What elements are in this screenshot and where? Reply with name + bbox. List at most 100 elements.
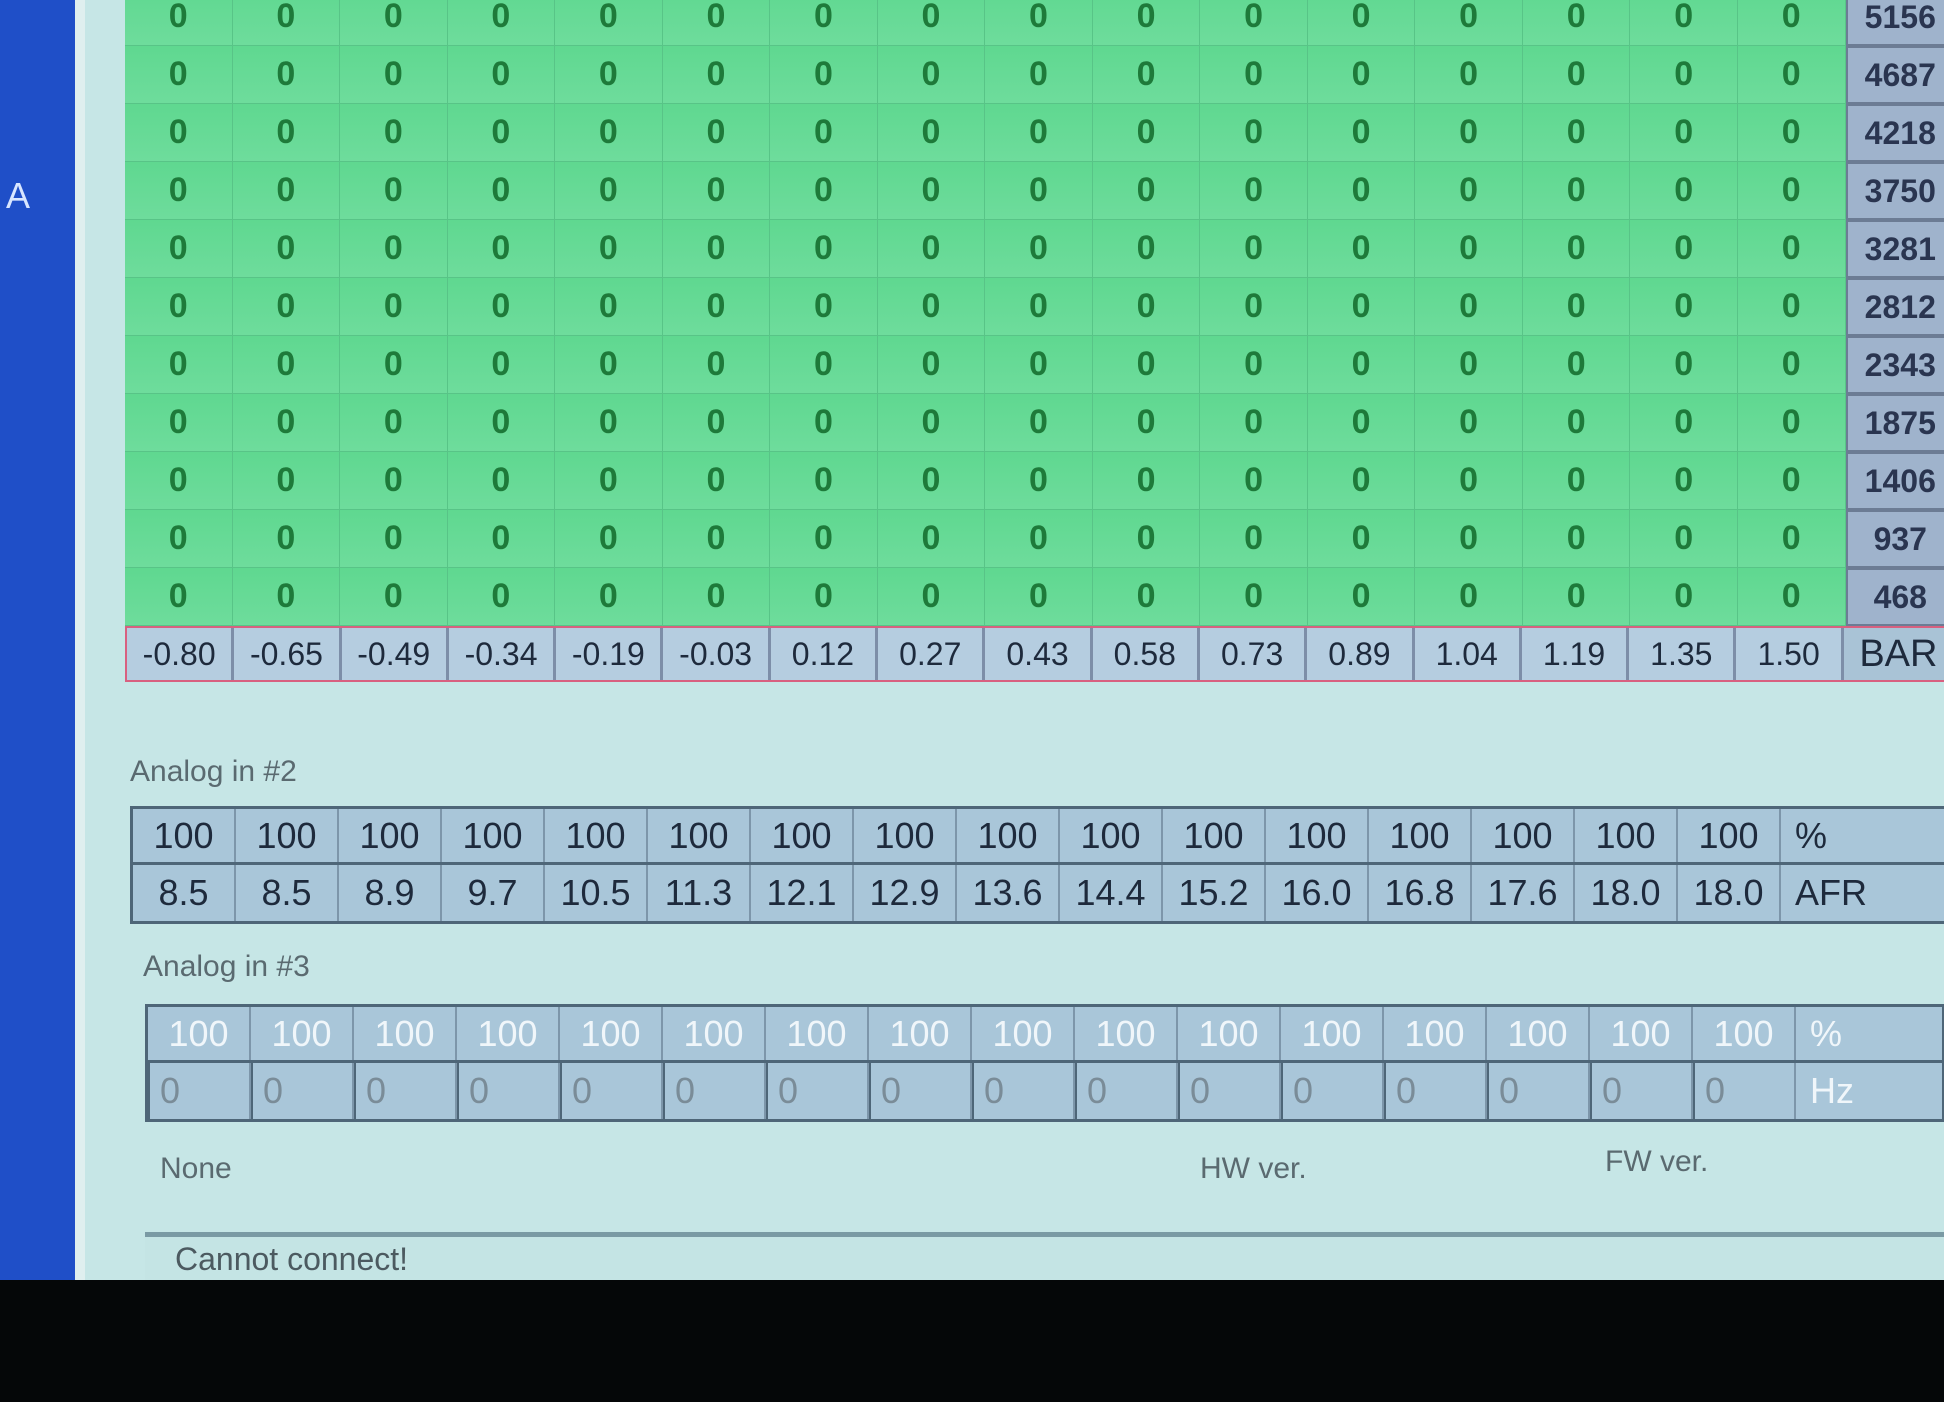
map-cell[interactable]: 0 [1415, 46, 1523, 104]
analog2-cell[interactable]: 10.5 [545, 865, 648, 921]
analog2-cell[interactable]: 15.2 [1163, 865, 1266, 921]
analog3-cell[interactable]: 0 [663, 1063, 766, 1119]
map-cell[interactable]: 0 [232, 394, 341, 452]
map-cell[interactable]: 0 [340, 162, 448, 220]
map-cell[interactable]: 0 [1522, 104, 1631, 162]
analog2-cell[interactable]: 100 [1369, 809, 1472, 862]
map-cell[interactable]: 0 [1307, 46, 1416, 104]
map-cell[interactable]: 0 [1415, 336, 1523, 394]
map-cell[interactable]: 0 [1307, 162, 1416, 220]
analog2-cell[interactable]: 16.0 [1266, 865, 1369, 921]
map-cell[interactable]: 0 [1092, 46, 1201, 104]
map-cell[interactable]: 0 [1630, 394, 1738, 452]
map-cell[interactable]: 0 [985, 220, 1093, 278]
map-cell[interactable]: 0 [1307, 394, 1416, 452]
map-cell[interactable]: 0 [125, 452, 233, 510]
map-cell[interactable]: 0 [985, 0, 1093, 46]
analog2-cell[interactable]: 100 [957, 809, 1060, 862]
map-cell[interactable]: 0 [1415, 278, 1523, 336]
map-cell[interactable]: 0 [1415, 104, 1523, 162]
map-cell[interactable]: 0 [1522, 220, 1631, 278]
map-cell[interactable]: 0 [1307, 220, 1416, 278]
map-cell[interactable]: 0 [1200, 510, 1308, 568]
map-cell[interactable]: 0 [232, 162, 341, 220]
map-cell[interactable]: 0 [125, 510, 233, 568]
analog3-cell[interactable]: 100 [1487, 1007, 1590, 1060]
map-cell[interactable]: 0 [447, 568, 556, 626]
analog2-cell[interactable]: 16.8 [1369, 865, 1472, 921]
analog2-cell[interactable]: 100 [648, 809, 751, 862]
map-cell[interactable]: 0 [1092, 394, 1201, 452]
map-cell[interactable]: 0 [232, 568, 341, 626]
map-cell[interactable]: 0 [1200, 0, 1308, 46]
map-cell[interactable]: 0 [985, 394, 1093, 452]
analog2-cell[interactable]: 17.6 [1472, 865, 1575, 921]
map-cell[interactable]: 0 [985, 162, 1093, 220]
map-cell[interactable]: 0 [1092, 162, 1201, 220]
map-cell[interactable]: 0 [877, 220, 986, 278]
analog2-cell[interactable]: 100 [1060, 809, 1163, 862]
analog3-cell[interactable]: 0 [766, 1063, 869, 1119]
map-cell[interactable]: 0 [877, 394, 986, 452]
map-cell[interactable]: 0 [340, 46, 448, 104]
map-cell[interactable]: 0 [125, 220, 233, 278]
analog2-cell[interactable]: 100 [133, 809, 236, 862]
map-cell[interactable]: 0 [1200, 452, 1308, 510]
map-cell[interactable]: 0 [1522, 0, 1631, 46]
analog3-cell[interactable]: 0 [1384, 1063, 1487, 1119]
map-cell[interactable]: 0 [1415, 510, 1523, 568]
map-cell[interactable]: 0 [1307, 104, 1416, 162]
map-cell[interactable]: 0 [877, 510, 986, 568]
map-cell[interactable]: 0 [1415, 568, 1523, 626]
analog3-cell[interactable]: 100 [766, 1007, 869, 1060]
map-cell[interactable]: 0 [662, 394, 771, 452]
map-cell[interactable]: 0 [1737, 336, 1846, 394]
map-cell[interactable]: 0 [232, 0, 341, 46]
analog3-cell[interactable]: 0 [1590, 1063, 1693, 1119]
map-cell[interactable]: 0 [1092, 104, 1201, 162]
analog3-cell[interactable]: 0 [1178, 1063, 1281, 1119]
analog2-cell[interactable]: 14.4 [1060, 865, 1163, 921]
map-cell[interactable]: 0 [447, 220, 556, 278]
map-cell[interactable]: 0 [1522, 278, 1631, 336]
map-cell[interactable]: 0 [447, 0, 556, 46]
map-cell[interactable]: 0 [1307, 568, 1416, 626]
map-cell[interactable]: 0 [125, 162, 233, 220]
map-cell[interactable]: 0 [1415, 162, 1523, 220]
analog3-cell[interactable]: 0 [457, 1063, 560, 1119]
map-cell[interactable]: 0 [770, 220, 878, 278]
map-cell[interactable]: 0 [125, 0, 233, 46]
map-cell[interactable]: 0 [232, 510, 341, 568]
analog2-cell[interactable]: 100 [1678, 809, 1781, 862]
map-cell[interactable]: 0 [447, 104, 556, 162]
analog3-cell[interactable]: 100 [1590, 1007, 1693, 1060]
map-cell[interactable]: 0 [1737, 510, 1846, 568]
analog3-cell[interactable]: 100 [1281, 1007, 1384, 1060]
analog3-cell[interactable]: 100 [1384, 1007, 1487, 1060]
map-cell[interactable]: 0 [662, 278, 771, 336]
map-cell[interactable]: 0 [1092, 568, 1201, 626]
map-cell[interactable]: 0 [1630, 220, 1738, 278]
analog3-cell[interactable]: 0 [869, 1063, 972, 1119]
map-cell[interactable]: 0 [1630, 104, 1738, 162]
map-cell[interactable]: 0 [770, 336, 878, 394]
map-cell[interactable]: 0 [662, 568, 771, 626]
map-cell[interactable]: 0 [1522, 162, 1631, 220]
map-cell[interactable]: 0 [1737, 278, 1846, 336]
map-cell[interactable]: 0 [555, 452, 663, 510]
map-cell[interactable]: 0 [770, 452, 878, 510]
map-cell[interactable]: 0 [555, 336, 663, 394]
map-cell[interactable]: 0 [1092, 336, 1201, 394]
map-cell[interactable]: 0 [1200, 336, 1308, 394]
analog3-cell[interactable]: 100 [972, 1007, 1075, 1060]
map-cell[interactable]: 0 [1307, 278, 1416, 336]
analog2-cell[interactable]: 8.9 [339, 865, 442, 921]
map-cell[interactable]: 0 [770, 162, 878, 220]
map-cell[interactable]: 0 [447, 394, 556, 452]
map-cell[interactable]: 0 [555, 510, 663, 568]
analog2-cell[interactable]: 100 [236, 809, 339, 862]
map-cell[interactable]: 0 [1522, 46, 1631, 104]
map-cell[interactable]: 0 [125, 278, 233, 336]
map-cell[interactable]: 0 [1522, 568, 1631, 626]
analog2-cell[interactable]: 100 [545, 809, 648, 862]
